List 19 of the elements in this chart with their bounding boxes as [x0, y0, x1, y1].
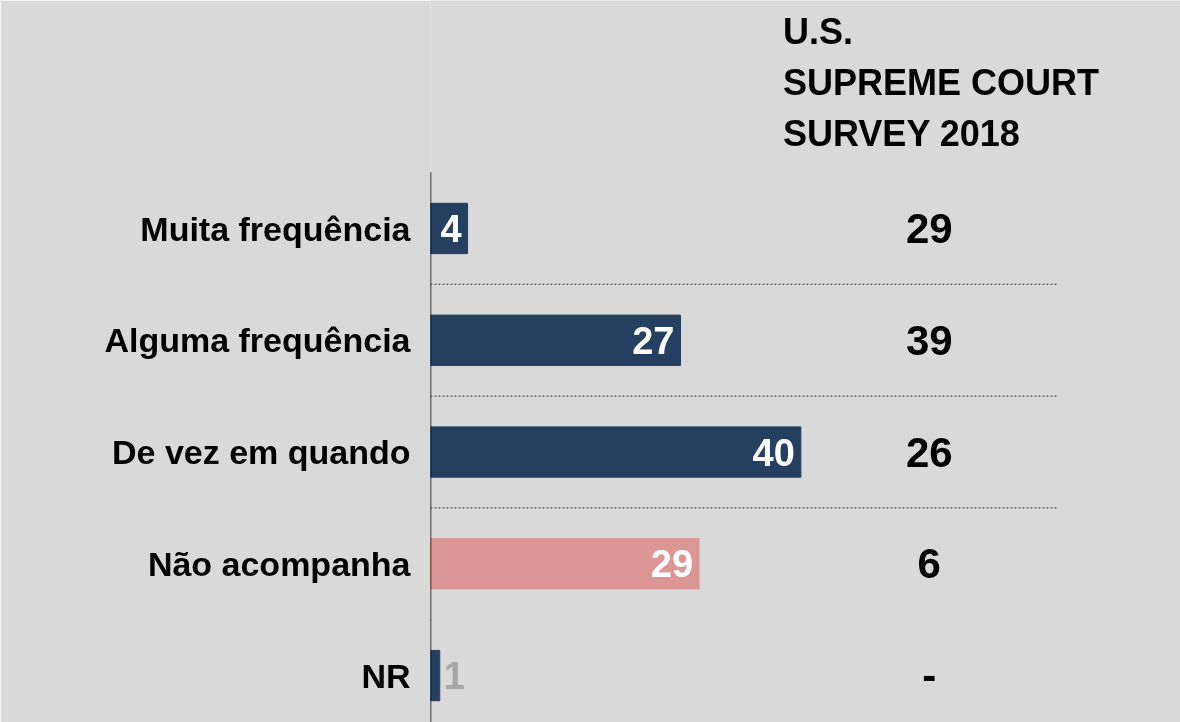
bar — [430, 426, 802, 478]
annotation: 6 — [917, 540, 941, 588]
annotation: 29 — [905, 205, 953, 252]
annotation: 39 — [905, 316, 953, 364]
text: U.S. SUPREME COURT SURVEY 2018 — [783, 10, 1100, 155]
bar — [430, 538, 700, 590]
y-tick-label: Muita frequência — [140, 209, 412, 248]
annotation: - — [922, 652, 937, 700]
annotation: 26 — [905, 428, 953, 476]
data-label: 27 — [632, 319, 675, 362]
bar — [430, 649, 441, 702]
data-label: 29 — [650, 543, 694, 586]
data-label: 4 — [440, 208, 462, 250]
bar — [430, 314, 681, 366]
y-tick-label: NR — [361, 656, 411, 695]
data-label: 40 — [752, 431, 795, 474]
y-tick-label: De vez em quando — [111, 433, 411, 472]
y-tick-label: Alguma frequência — [104, 321, 412, 360]
y-tick-label: Não acompanha — [147, 544, 412, 583]
